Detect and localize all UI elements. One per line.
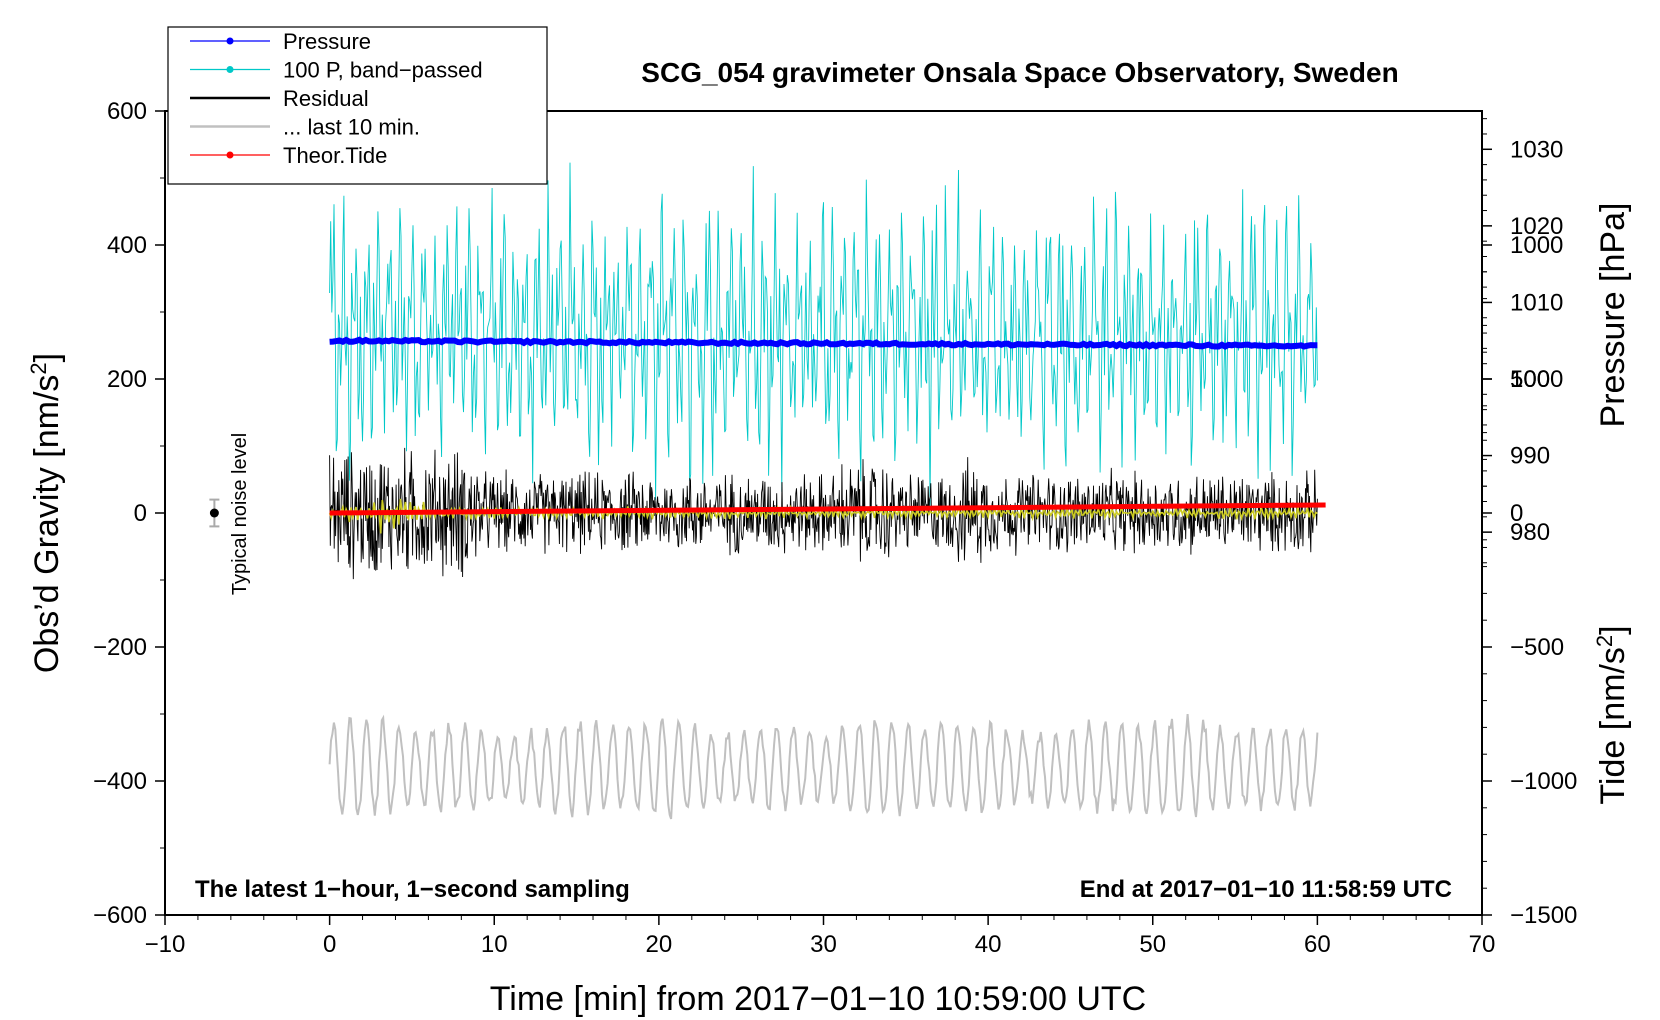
legend-label: Residual	[283, 86, 369, 111]
y-axis-label: Obs’d Gravity [nm/s2]	[26, 353, 67, 673]
series-layer	[328, 162, 1326, 820]
tide-tick-label: −1500	[1510, 902, 1577, 929]
chart-title: SCG_054 gravimeter Onsala Space Observat…	[641, 57, 1398, 88]
legend-label: Pressure	[283, 29, 371, 54]
x-axis-ticks: −10 0 10 20 30 40 50 60 70	[145, 915, 1496, 958]
y-tick-label: −600	[93, 902, 147, 929]
x-tick-label: 0	[323, 931, 336, 958]
y-tick-label: 0	[134, 500, 147, 527]
x-tick-label: 50	[1139, 931, 1166, 958]
y-axis-ticks: −600 −400 −200 0 200 400 600	[93, 98, 165, 929]
pressure-tick-label: 1030	[1510, 136, 1563, 163]
y-tick-label: 200	[107, 366, 147, 393]
typical-noise-marker	[209, 498, 220, 528]
series-theoretical-tide	[329, 502, 1326, 516]
series-last-10-min	[328, 714, 1319, 820]
x-axis-label: Time [min] from 2017−01−10 10:59:00 UTC	[490, 980, 1146, 1018]
pressure-axis-label: Pressure [hPa]	[1594, 203, 1632, 428]
x-tick-label: 20	[646, 931, 673, 958]
end-time-note: End at 2017−01−10 11:58:59 UTC	[1080, 876, 1452, 903]
tide-tick-label: 0	[1510, 500, 1523, 527]
x-tick-label: 60	[1304, 931, 1331, 958]
legend: Pressure 100 P, band−passed Residual ... la…	[167, 26, 548, 185]
series-bandpassed-pressure	[329, 162, 1318, 506]
tide-tick-label: 1000	[1510, 232, 1563, 259]
legend-marker	[226, 66, 234, 73]
sampling-note: The latest 1−hour, 1−second sampling	[195, 876, 630, 903]
pressure-tick-label: 1000	[1510, 366, 1563, 393]
legend-marker	[226, 151, 234, 159]
pressure-tick-label: 1010	[1510, 289, 1563, 316]
series-pressure	[329, 336, 1318, 350]
pressure-tick-label: 990	[1510, 443, 1550, 470]
tide-axis-label: Tide [nm/s2]	[1592, 625, 1633, 804]
tide-tick-label: −500	[1510, 634, 1564, 661]
noise-point	[209, 508, 219, 518]
legend-marker	[226, 37, 234, 45]
tide-tick-label: 500	[1510, 366, 1550, 393]
legend-label: ... last 10 min.	[283, 115, 420, 140]
pressure-tick-label: 1020	[1510, 213, 1563, 240]
series-residual-smoothed	[328, 498, 1318, 534]
x-tick-label: 40	[975, 931, 1002, 958]
y-tick-label: 600	[107, 98, 147, 125]
legend-label: Theor.Tide	[283, 143, 387, 168]
y-tick-label: 400	[107, 232, 147, 259]
x-tick-label: 10	[481, 931, 508, 958]
x-tick-label: 30	[810, 931, 837, 958]
pressure-tick-label: 980	[1510, 519, 1550, 546]
x-tick-label: −10	[145, 931, 186, 958]
tide-tick-label: −1000	[1510, 768, 1577, 795]
x-tick-label: 70	[1469, 931, 1496, 958]
legend-label: 100 P, band−passed	[283, 58, 483, 83]
y-tick-label: −400	[93, 768, 147, 795]
noise-level-label: Typical noise level	[229, 433, 251, 595]
pressure-axis-ticks: 980 990 1000 1010 1020 1030	[1482, 118, 1563, 564]
y-tick-label: −200	[93, 634, 147, 661]
